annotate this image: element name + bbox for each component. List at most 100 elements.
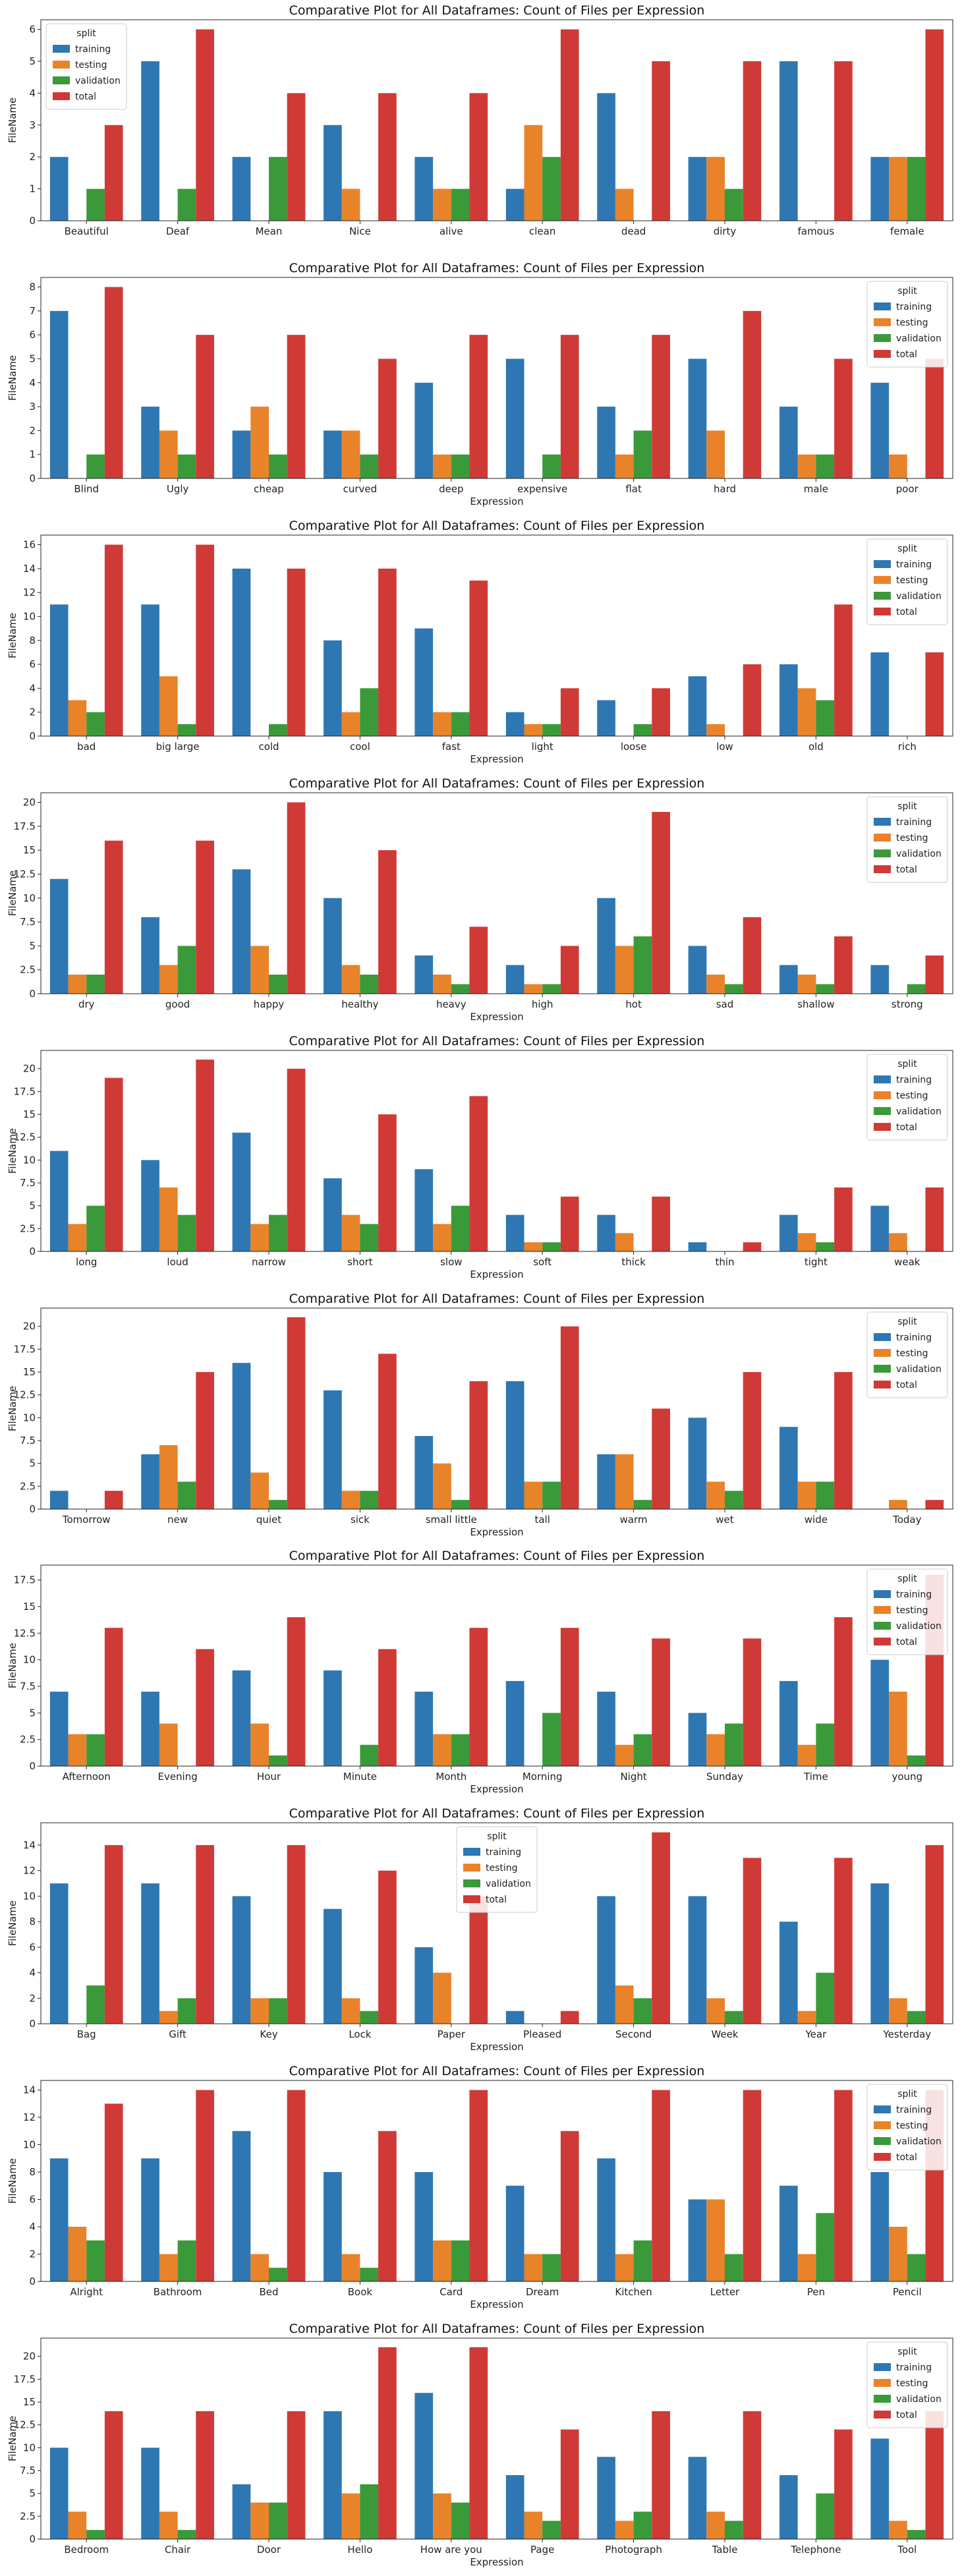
bar-total-Morning [560,1628,579,1767]
legend-swatch-testing [53,60,71,69]
bar-validation-Month [451,1734,470,1767]
x-tick-label: Yesterday [882,2028,931,2040]
bar-testing-alive [433,188,451,221]
y-tick-label: 0 [29,2275,36,2287]
x-tick-label: rich [898,741,917,753]
y-tick-label: 2 [29,2248,36,2260]
legend-title: split [897,544,917,554]
y-tick-label: 14 [23,1839,36,1851]
legend-swatch-training [873,302,891,310]
x-tick-label: Card [439,2286,463,2298]
x-tick-label: cold [258,741,279,753]
bar-validation-short [360,1223,379,1251]
bar-training-wide [779,1426,798,1509]
legend-label-total: total [896,349,917,360]
bar-testing-flat [615,454,634,478]
bar-testing-tight [797,1232,816,1251]
bar-validation-Yesterday [907,2011,926,2024]
bar-testing-Month [433,1734,451,1767]
bar-validation-slow [451,1205,470,1251]
x-tick-label: Evening [157,1771,197,1783]
bar-training-Page [505,2475,524,2540]
bar-testing-female [889,157,907,221]
y-tick-label: 7.5 [20,916,36,928]
y-tick-label: 14 [23,2084,36,2096]
bar-training-Hour [232,1671,251,1767]
bar-total-old [834,604,853,736]
y-tick-label: 3 [29,119,36,131]
y-tick-label: 20 [23,1320,36,1332]
bar-total-Beautiful [104,125,123,221]
bar-testing-Nice [341,188,360,221]
bar-testing-light [524,724,543,736]
bar-total-rich [925,652,944,736]
bar-total-famous [834,61,853,221]
bar-validation-big-large [177,724,196,736]
bar-total-alive [469,93,488,221]
y-tick-label: 0 [29,2018,36,2030]
y-tick-label: 0 [29,472,36,484]
bar-validation-healthy [360,974,379,994]
bar-total-Bag [104,1845,123,2024]
legend-swatch-total [873,2411,891,2419]
legend-label-total: total [896,1122,917,1133]
bar-testing-Ugly [159,430,178,478]
bar-total-hot [652,811,670,994]
bar-training-Telephone [779,2475,798,2540]
legend-swatch-testing [873,1606,891,1615]
y-tick-label: 6 [29,2194,36,2206]
x-tick-label: loose [621,741,647,753]
x-tick-label: Bag [77,2028,96,2040]
bar-training-Pleased [505,2011,524,2024]
bar-total-narrow [287,1068,306,1251]
bar-testing-Key [250,1998,269,2024]
y-tick-label: 10 [23,1412,36,1423]
bar-total-wet [743,1371,762,1509]
legend-swatch-training [873,1332,891,1341]
legend: split training testing validation total [866,2084,948,2171]
y-tick-label: 4 [29,377,36,389]
x-tick-label: small little [426,1513,477,1525]
bar-training-Month [414,1692,434,1767]
y-tick-label: 15 [23,844,36,856]
bar-testing-Table [706,2511,725,2540]
bar-validation-wide [816,1481,835,1509]
bar-training-dry [49,878,69,994]
legend-label-training: training [896,559,932,570]
bar-total-low [743,664,762,736]
chart-title: Comparative Plot for All Dataframes: Cou… [289,1806,705,1821]
legend: split training testing validation total [866,2341,948,2428]
legend-title: split [897,2347,917,2357]
legend-swatch-validation [873,849,891,857]
bar-validation-Pen [816,2213,835,2282]
bar-testing-Bathroom [159,2254,178,2282]
bar-total-short [378,1114,397,1251]
bar-training-Letter [688,2199,707,2282]
legend: split training testing validation total [866,1568,948,1655]
x-tick-label: sick [351,1513,370,1525]
bar-training-Tool [870,2438,890,2540]
x-tick-label: hot [625,998,642,1010]
bar-validation-Book [360,2268,379,2282]
plot-frame [40,1050,953,1252]
chart-title: Comparative Plot for All Dataframes: Cou… [289,3,705,18]
legend-swatch-testing [873,575,891,584]
bar-testing-Night [615,1745,634,1767]
bar-training-weak [870,1205,890,1251]
bar-total-Key [287,1845,306,2024]
bar-validation-Tool [907,2530,926,2540]
legend-label-validation: validation [896,1363,942,1374]
bar-total-Night [652,1638,670,1767]
bar-training-Hello [324,2411,342,2540]
bar-total-light [560,688,579,736]
legend-label-training: training [896,1589,932,1600]
bar-testing-dirty [706,157,725,221]
y-tick-label: 17.5 [14,1343,36,1355]
legend-label-validation: validation [896,849,942,859]
y-tick-label: 15 [23,1108,36,1120]
x-tick-label: curved [343,483,378,495]
bar-training-Bathroom [141,2158,159,2282]
x-tick-label: alive [439,225,463,237]
bar-training-young [870,1660,890,1767]
x-tick-label: Deaf [166,225,190,237]
